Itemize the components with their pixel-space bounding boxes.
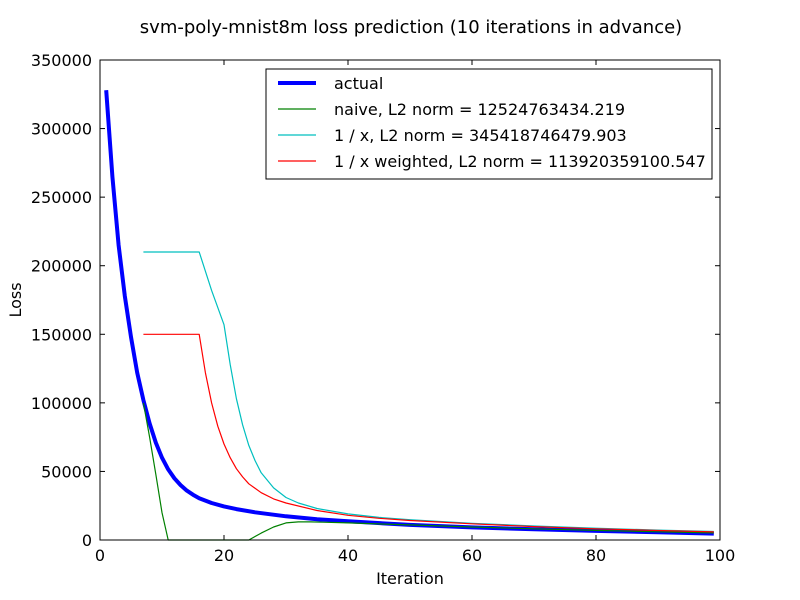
y-axis-label: Loss bbox=[6, 282, 25, 317]
series-line-1 bbox=[142, 402, 714, 541]
y-tick-label: 0 bbox=[82, 531, 92, 550]
y-tick-label: 350000 bbox=[31, 51, 92, 70]
x-axis-label: Iteration bbox=[376, 569, 444, 588]
legend-label: naive, L2 norm = 12524763434.219 bbox=[334, 100, 625, 119]
y-tick-label: 200000 bbox=[31, 257, 92, 276]
plot-frame bbox=[99, 59, 721, 541]
legend-label: 1 / x, L2 norm = 345418746479.903 bbox=[334, 126, 627, 145]
axis-ticks: 0 20 40 60 80 100 0 50000 100000 150000 200000 2500… bbox=[31, 51, 735, 565]
legend-label: actual bbox=[334, 74, 383, 93]
legend: actual naive, L2 norm = 12524763434.219 1 … bbox=[265, 68, 713, 180]
y-tick-label: 250000 bbox=[31, 188, 92, 207]
y-tick-label: 50000 bbox=[41, 462, 92, 481]
y-tick-label: 100000 bbox=[31, 394, 92, 413]
legend-box bbox=[265, 68, 713, 180]
legend-label: 1 / x weighted, L2 norm = 113920359100.5… bbox=[334, 152, 706, 171]
x-tick-label: 60 bbox=[462, 546, 482, 565]
y-tick-label: 300000 bbox=[31, 120, 92, 139]
x-tick-label: 0 bbox=[95, 546, 105, 565]
y-tick-label: 150000 bbox=[31, 325, 92, 344]
x-tick-label: 20 bbox=[214, 546, 234, 565]
chart-title: svm-poly-mnist8m loss prediction (10 ite… bbox=[140, 17, 682, 38]
series-line-3 bbox=[143, 333, 714, 533]
x-tick-label: 80 bbox=[586, 546, 606, 565]
series-lines bbox=[104, 90, 714, 541]
x-tick-label: 40 bbox=[338, 546, 358, 565]
x-tick-label: 100 bbox=[705, 546, 736, 565]
